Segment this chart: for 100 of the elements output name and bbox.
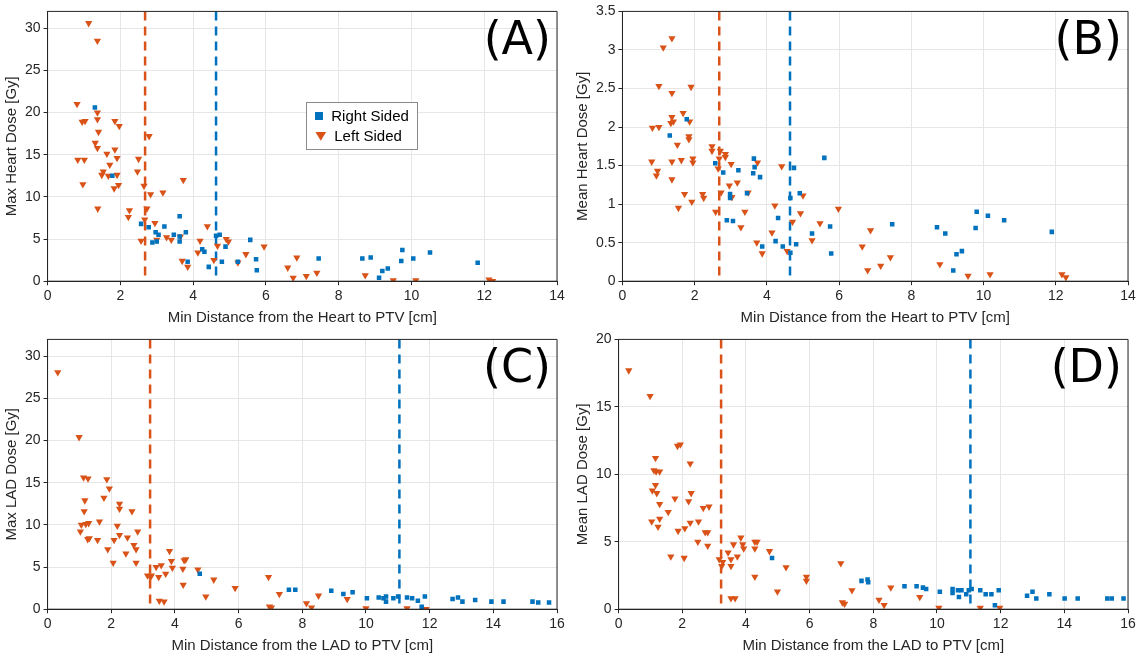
point xyxy=(341,591,346,597)
point xyxy=(385,266,391,271)
annotation: (D) xyxy=(1050,339,1122,394)
y-tick-label: 5 xyxy=(32,229,41,246)
point xyxy=(223,244,228,249)
point xyxy=(859,578,864,584)
point xyxy=(450,596,455,602)
point xyxy=(720,170,726,175)
point xyxy=(937,589,943,594)
x-tick-label: 2 xyxy=(107,615,116,632)
point xyxy=(1121,596,1126,601)
point xyxy=(724,218,730,223)
x-tick-label: 6 xyxy=(805,615,814,632)
point xyxy=(1109,596,1115,601)
y-axis-title: Mean Heart Dose [Gy] xyxy=(573,71,591,221)
x-tick-label: 12 xyxy=(992,615,1009,632)
point xyxy=(293,587,298,593)
point xyxy=(983,592,988,597)
point xyxy=(395,594,401,599)
y-tick-label: 20 xyxy=(24,103,41,120)
point xyxy=(713,161,718,166)
x-tick-label: 4 xyxy=(742,615,751,632)
point xyxy=(156,232,161,238)
point xyxy=(150,240,155,245)
x-tick-label: 10 xyxy=(358,615,374,632)
y-tick-label: 0 xyxy=(32,272,41,289)
point xyxy=(788,195,793,201)
x-tick-label: 10 xyxy=(975,287,992,304)
x-tick-label: 2 xyxy=(678,615,687,632)
y-tick-label: 0.5 xyxy=(595,233,616,250)
point xyxy=(253,257,259,262)
x-tick-label: 8 xyxy=(298,615,307,632)
x-tick-label: 2 xyxy=(116,287,125,304)
point xyxy=(316,256,321,261)
x-axis-title: Min Distance from the LAD to PTV [cm] xyxy=(742,636,1005,654)
point xyxy=(162,224,167,229)
y-tick-label: 3.5 xyxy=(595,2,616,19)
x-axis-title: Min Distance from the Heart to PTV [cm] xyxy=(167,308,437,326)
point xyxy=(247,237,253,243)
y-tick-label: 10 xyxy=(24,515,41,532)
point xyxy=(177,239,182,244)
x-tick-label: 8 xyxy=(869,615,878,632)
annotation: (C) xyxy=(482,339,551,394)
x-tick-label: 4 xyxy=(763,287,771,304)
x-axis-title: Min Distance from the LAD to PTV [cm] xyxy=(171,636,434,654)
y-tick-label: 1 xyxy=(607,194,616,211)
x-tick-label: 14 xyxy=(485,615,502,632)
point xyxy=(1034,596,1039,601)
point xyxy=(827,224,833,229)
point xyxy=(978,588,983,593)
point xyxy=(411,256,416,261)
point xyxy=(667,133,673,138)
x-tick-label: 10 xyxy=(403,287,420,304)
point xyxy=(684,117,689,122)
y-axis-title: Max LAD Dose [Gy] xyxy=(2,408,20,541)
y-tick-label: 15 xyxy=(595,397,612,414)
point xyxy=(780,244,786,249)
point xyxy=(254,267,260,273)
x-tick-label: 6 xyxy=(234,615,243,632)
point xyxy=(380,268,385,274)
point xyxy=(773,238,778,244)
point xyxy=(329,588,334,593)
x-tick-label: 8 xyxy=(334,287,343,304)
legend-label: Left Sided xyxy=(334,126,402,147)
point xyxy=(1105,596,1110,601)
x-tick-label: 2 xyxy=(690,287,699,304)
point xyxy=(217,232,222,238)
y-tick-label: 20 xyxy=(24,431,41,448)
point xyxy=(92,105,98,110)
x-tick-label: 14 xyxy=(549,287,565,304)
point xyxy=(985,213,991,218)
point xyxy=(364,595,370,601)
y-tick-label: 1.5 xyxy=(595,156,616,173)
point xyxy=(1062,596,1067,601)
y-tick-label: 0 xyxy=(607,272,616,289)
point xyxy=(950,268,956,273)
point xyxy=(185,259,190,265)
point xyxy=(751,156,757,161)
y-axis-title: Max Heart Dose [Gy] xyxy=(2,76,20,217)
y-tick-label: 25 xyxy=(24,61,41,78)
y-tick-label: 15 xyxy=(24,145,41,162)
point xyxy=(914,584,919,589)
y-tick-label: 5 xyxy=(32,557,41,574)
point xyxy=(752,164,757,170)
x-tick-label: 10 xyxy=(929,615,945,632)
point xyxy=(828,251,834,256)
point xyxy=(350,590,355,595)
point xyxy=(902,584,907,589)
point xyxy=(460,599,465,604)
y-tick-label: 0 xyxy=(603,600,612,617)
point xyxy=(110,173,115,179)
y-tick-label: 15 xyxy=(24,473,41,490)
point xyxy=(736,167,741,173)
y-tick-label: 5 xyxy=(603,532,612,549)
y-tick-label: 0 xyxy=(32,600,41,617)
point xyxy=(422,594,428,599)
y-tick-label: 25 xyxy=(24,389,41,406)
x-tick-label: 14 xyxy=(1120,287,1136,304)
point xyxy=(404,595,410,600)
point xyxy=(419,604,424,609)
